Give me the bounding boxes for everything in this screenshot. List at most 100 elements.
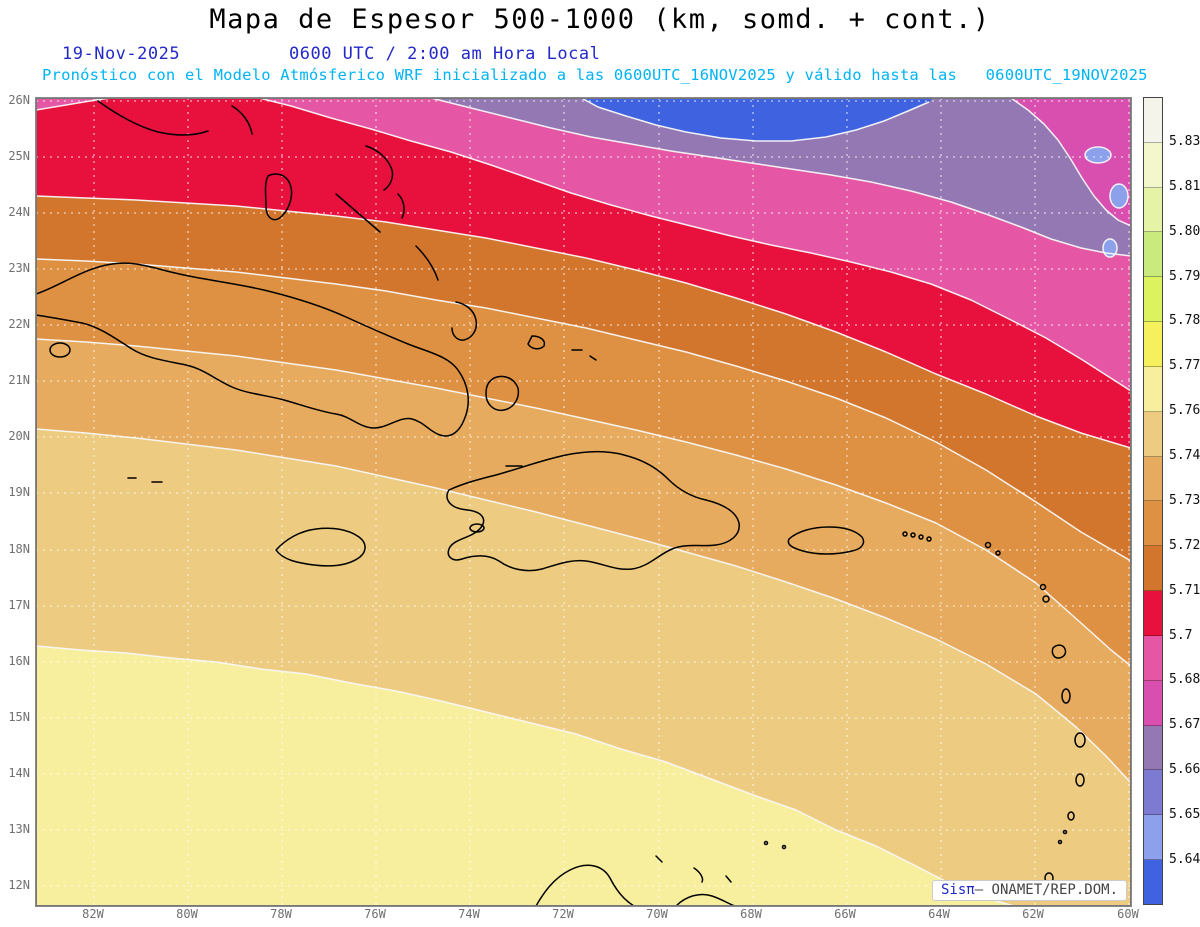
lat-label: 21N — [8, 373, 30, 387]
colorbar-segment — [1144, 232, 1162, 278]
date-label: 19-Nov-2025 — [62, 44, 181, 64]
lat-label: 26N — [8, 93, 30, 107]
colorbar-label: 5.664 — [1169, 762, 1200, 777]
hispaniola-coastline — [446, 450, 740, 572]
colorbar-label: 5.712 — [1169, 583, 1200, 598]
grid-horizontal-lines — [36, 100, 1131, 887]
lon-label: 80W — [176, 907, 198, 921]
turks-caicos-coastline — [571, 349, 597, 361]
martinique-coastline — [1074, 732, 1086, 748]
colorbar-label: 5.676 — [1169, 717, 1200, 732]
colorbar — [1143, 97, 1163, 905]
band-blue-blob — [581, 98, 933, 141]
lat-label: 20N — [8, 429, 30, 443]
florida-keys-coastline — [97, 100, 209, 136]
grenadines-coastline — [1057, 829, 1068, 845]
bahamas-long-island-coastline — [415, 245, 439, 281]
bahamas-eleuthera-coastline — [365, 145, 394, 191]
contour-line — [36, 98, 1131, 392]
colorbar-label: 5.831 — [1169, 134, 1200, 149]
colorbar-label: 5.807 — [1169, 224, 1200, 239]
cuba-coastline — [36, 262, 470, 437]
colorbar-label: 5.736 — [1169, 493, 1200, 508]
lat-label: 25N — [8, 149, 30, 163]
colorbar-segment — [1144, 546, 1162, 592]
bahamas-cat-island-coastline — [397, 193, 405, 219]
virgin-islands-coastline — [902, 531, 932, 542]
colorbar-label: 5.783 — [1169, 313, 1200, 328]
lat-label: 14N — [8, 766, 30, 780]
colorbar-label: 5.652 — [1169, 807, 1200, 822]
great-inagua-coastline — [485, 375, 520, 412]
isla-juventud-coastline — [49, 342, 71, 358]
colorbar-segment — [1144, 591, 1162, 636]
coastlines-group — [36, 100, 1086, 906]
puerto-rico-coastline — [787, 526, 865, 555]
contour-line — [1102, 238, 1118, 258]
lat-label: 16N — [8, 654, 30, 668]
contour-line — [1084, 146, 1112, 164]
lon-label: 78W — [270, 907, 292, 921]
lon-label: 62W — [1022, 907, 1044, 921]
bahamas-mayaguana-coastline — [527, 335, 546, 350]
contour-line — [36, 645, 1015, 906]
page-title: Mapa de Espesor 500-1000 (km, somd. + co… — [209, 4, 991, 35]
lon-label: 76W — [364, 907, 386, 921]
colorbar-label: 5.688 — [1169, 672, 1200, 687]
colorbar-segment — [1144, 770, 1162, 816]
plot-frame — [36, 98, 1131, 906]
lon-label: 74W — [458, 907, 480, 921]
credit-badge: Sisπ– ONAMET/REP.DOM. — [931, 880, 1127, 901]
colorbar-segment — [1144, 411, 1162, 457]
colorbar-segment — [1144, 187, 1162, 233]
colorbar-segment — [1144, 815, 1162, 861]
lat-label: 12N — [8, 878, 30, 892]
contour-line — [430, 98, 1131, 257]
lon-label: 60W — [1117, 907, 1139, 921]
lon-label: 64W — [928, 907, 950, 921]
aruba-coastline — [655, 855, 663, 863]
colorbar-segment — [1144, 322, 1162, 367]
colorbar-label: 5.795 — [1169, 269, 1200, 284]
south-america-coastline — [535, 864, 737, 906]
contour-line — [579, 98, 930, 142]
forecast-line: Pronóstico con el Modelo Atmósferico WRF… — [42, 66, 1148, 84]
colorbar-segment — [1144, 680, 1162, 726]
colorbar-label: 5.76 — [1169, 403, 1200, 418]
band-purple — [431, 98, 1131, 256]
lat-label: 23N — [8, 261, 30, 275]
lat-label: 17N — [8, 598, 30, 612]
colorbar-segment — [1144, 142, 1162, 188]
lat-label: 18N — [8, 542, 30, 556]
lat-label: 13N — [8, 822, 30, 836]
grid-lines-group — [36, 98, 1131, 906]
lon-label: 82W — [82, 907, 104, 921]
colorbar-segment — [1144, 98, 1162, 143]
curacao-coastline — [693, 867, 704, 883]
colorbar-label: 5.819 — [1169, 179, 1200, 194]
dominica-coastline — [1061, 688, 1071, 704]
thickness-bands-group — [36, 98, 1131, 906]
colorbar-label: 5.748 — [1169, 448, 1200, 463]
leeward-islands-coastline — [984, 541, 1050, 603]
contour-line — [36, 338, 1131, 667]
map-canvas — [36, 98, 1131, 906]
colorbar-label: 5.64 — [1169, 852, 1200, 867]
st-vincent-coastline — [1067, 811, 1075, 821]
gonave-island-coastline — [469, 523, 485, 533]
lat-label: 15N — [8, 710, 30, 724]
contour-line — [36, 428, 1131, 784]
contour-line — [1109, 183, 1129, 209]
colorbar-segment — [1144, 456, 1162, 502]
lat-label: 24N — [8, 205, 30, 219]
colorbar-label: 5.724 — [1169, 538, 1200, 553]
bonaire-coastline — [725, 875, 732, 883]
guadeloupe-coastline — [1051, 644, 1067, 659]
colorbar-segment — [1144, 635, 1162, 681]
los-roques-coastline — [763, 840, 787, 850]
bahamas-acklins-coastline — [451, 301, 478, 341]
lon-label: 72W — [552, 907, 574, 921]
colorbar-segment — [1144, 501, 1162, 547]
lat-label: 19N — [8, 485, 30, 499]
